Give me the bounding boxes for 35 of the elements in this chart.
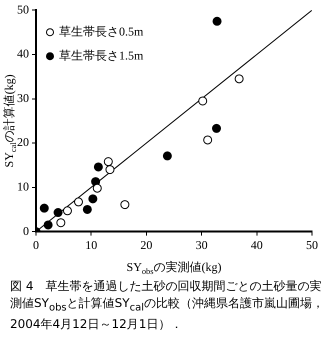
point [162,151,172,160]
point [40,204,49,213]
point [105,165,114,174]
point [44,220,53,230]
x-tick-label: 20 [140,238,152,252]
point [120,200,130,210]
point [234,74,244,84]
y-tick-label: 40 [17,46,29,61]
point [198,96,208,106]
caption: 図 4 草生帯を通過した土砂の回収期間ごとの土砂量の実測値SY$_{obs}$と計算値SY$_{cal}$の比較（沖縄県名護市嵐山圃場，2004年4月12日～12月1日）． [10,278,325,334]
point [62,206,72,216]
y-tick-label: 0 [23,224,29,238]
point [92,184,102,193]
point [88,194,98,204]
point [212,124,222,133]
y-tick-label: 30 [17,90,29,105]
x-tick-label: 10 [85,238,98,252]
x-tick-label: 50 [306,238,318,252]
point [54,208,63,218]
y-tick-label: 20 [17,135,29,150]
point [56,218,66,228]
point [74,197,84,206]
point [94,162,103,172]
legend-label: 草生帯長さ1.5m [59,48,144,62]
legend-label: 草生帯長さ0.5m [59,24,144,38]
x-tick-label: 40 [250,238,263,252]
x-tick-label: 30 [196,238,208,252]
point [82,204,92,214]
point [203,135,212,144]
y-tick-label: 50 [17,2,29,16]
point [104,157,113,166]
point [212,16,222,26]
x-tick-label: 0 [33,238,39,252]
y-axis-title: SYcalの計算値(kg) [2,74,18,168]
y-tick-label: 10 [17,179,29,194]
